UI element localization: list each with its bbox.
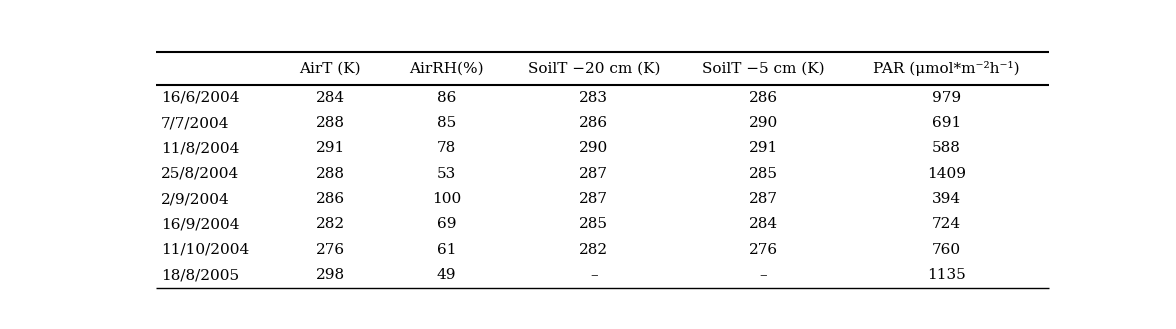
Text: 282: 282 xyxy=(580,243,608,257)
Text: 286: 286 xyxy=(315,192,345,206)
Text: 61: 61 xyxy=(436,243,456,257)
Text: 11/10/2004: 11/10/2004 xyxy=(161,243,249,257)
Text: 287: 287 xyxy=(749,192,779,206)
Text: 588: 588 xyxy=(933,141,961,155)
Text: AirT (K): AirT (K) xyxy=(300,62,361,76)
Text: 285: 285 xyxy=(580,217,608,231)
Text: 1135: 1135 xyxy=(927,268,965,282)
Text: 760: 760 xyxy=(933,243,961,257)
Text: 25/8/2004: 25/8/2004 xyxy=(161,167,239,181)
Text: 284: 284 xyxy=(315,91,345,105)
Text: 276: 276 xyxy=(749,243,779,257)
Text: 86: 86 xyxy=(436,91,456,105)
Text: 291: 291 xyxy=(315,141,345,155)
Text: 7/7/2004: 7/7/2004 xyxy=(161,116,229,130)
Text: 100: 100 xyxy=(432,192,461,206)
Text: 291: 291 xyxy=(749,141,779,155)
Text: 724: 724 xyxy=(933,217,961,231)
Text: 49: 49 xyxy=(436,268,456,282)
Text: 276: 276 xyxy=(315,243,345,257)
Text: 979: 979 xyxy=(933,91,961,105)
Text: SoilT −5 cm (K): SoilT −5 cm (K) xyxy=(702,62,824,76)
Text: 287: 287 xyxy=(580,192,608,206)
Text: 298: 298 xyxy=(315,268,345,282)
Text: 691: 691 xyxy=(931,116,961,130)
Text: 284: 284 xyxy=(749,217,779,231)
Text: 2/9/2004: 2/9/2004 xyxy=(161,192,229,206)
Text: 290: 290 xyxy=(579,141,608,155)
Text: –: – xyxy=(590,268,597,282)
Text: 285: 285 xyxy=(749,167,779,181)
Text: AirRH(%): AirRH(%) xyxy=(409,62,483,76)
Text: 288: 288 xyxy=(316,167,345,181)
Text: 53: 53 xyxy=(436,167,456,181)
Text: 18/8/2005: 18/8/2005 xyxy=(161,268,239,282)
Text: 16/6/2004: 16/6/2004 xyxy=(161,91,239,105)
Text: 286: 286 xyxy=(580,116,608,130)
Text: SoilT −20 cm (K): SoilT −20 cm (K) xyxy=(528,62,660,76)
Text: 69: 69 xyxy=(436,217,456,231)
Text: 290: 290 xyxy=(749,116,779,130)
Text: 283: 283 xyxy=(580,91,608,105)
Text: 286: 286 xyxy=(749,91,779,105)
Text: 85: 85 xyxy=(436,116,456,130)
Text: 11/8/2004: 11/8/2004 xyxy=(161,141,239,155)
Text: 394: 394 xyxy=(933,192,961,206)
Text: 1409: 1409 xyxy=(927,167,965,181)
Text: 288: 288 xyxy=(316,116,345,130)
Text: PAR (μmol*m⁻²h⁻¹): PAR (μmol*m⁻²h⁻¹) xyxy=(874,61,1020,76)
Text: 282: 282 xyxy=(315,217,345,231)
Text: 16/9/2004: 16/9/2004 xyxy=(161,217,239,231)
Text: 287: 287 xyxy=(580,167,608,181)
Text: –: – xyxy=(760,268,767,282)
Text: 78: 78 xyxy=(436,141,456,155)
